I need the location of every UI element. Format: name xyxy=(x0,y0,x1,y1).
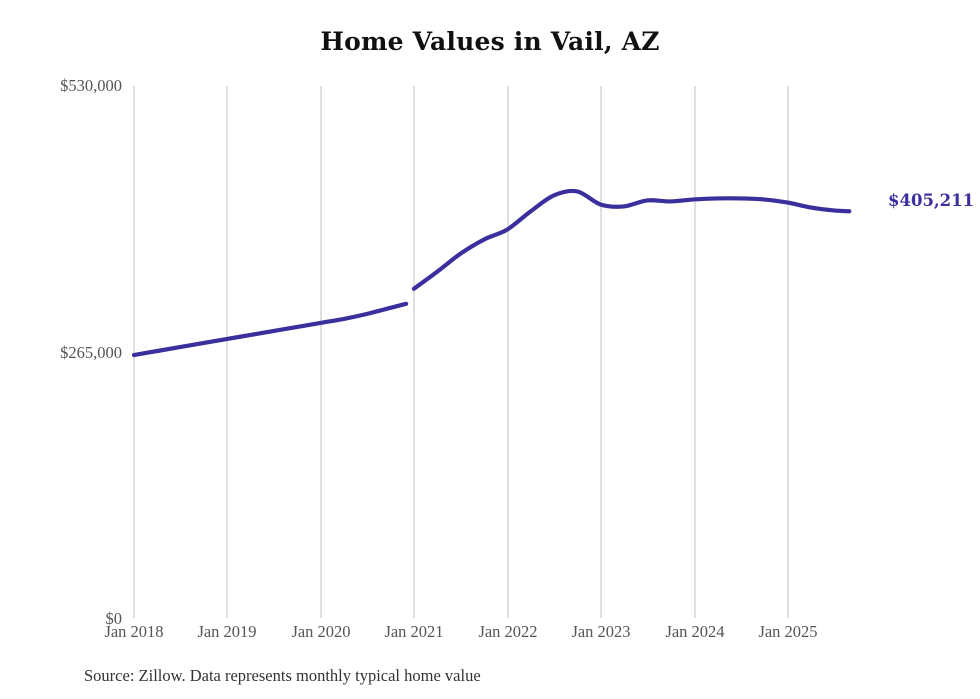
x-tick-label-2021: Jan 2021 xyxy=(384,622,444,641)
x-tick-label-2019: Jan 2019 xyxy=(197,622,257,641)
x-tick-label-2022: Jan 2022 xyxy=(478,622,538,641)
data-series-home-values xyxy=(131,188,852,358)
x-tick-label-2020: Jan 2020 xyxy=(291,622,351,641)
x-tick-label-2018: Jan 2018 xyxy=(104,622,164,641)
y-tick-label-mid: $265,000 xyxy=(60,343,122,362)
source-note: Source: Zillow. Data represents monthly … xyxy=(84,666,481,685)
gridlines xyxy=(133,86,789,618)
series-line-segment-1 xyxy=(131,301,409,358)
y-tick-label-bottom: $0 xyxy=(105,609,123,628)
series-line-segment-2 xyxy=(411,188,852,291)
chart-title: Home Values in Vail, AZ xyxy=(320,27,660,56)
x-axis: Jan 2018 Jan 2019 Jan 2020 Jan 2021 Jan … xyxy=(0,622,980,648)
y-axis: $530,000 $265,000 $0 xyxy=(0,0,122,699)
x-tick-label-2023: Jan 2023 xyxy=(571,622,631,641)
end-value-label: $405,211 xyxy=(888,191,975,210)
y-tick-label-top: $530,000 xyxy=(60,76,122,95)
x-tick-label-2025: Jan 2025 xyxy=(758,622,818,641)
x-tick-label-2024: Jan 2024 xyxy=(665,622,725,641)
